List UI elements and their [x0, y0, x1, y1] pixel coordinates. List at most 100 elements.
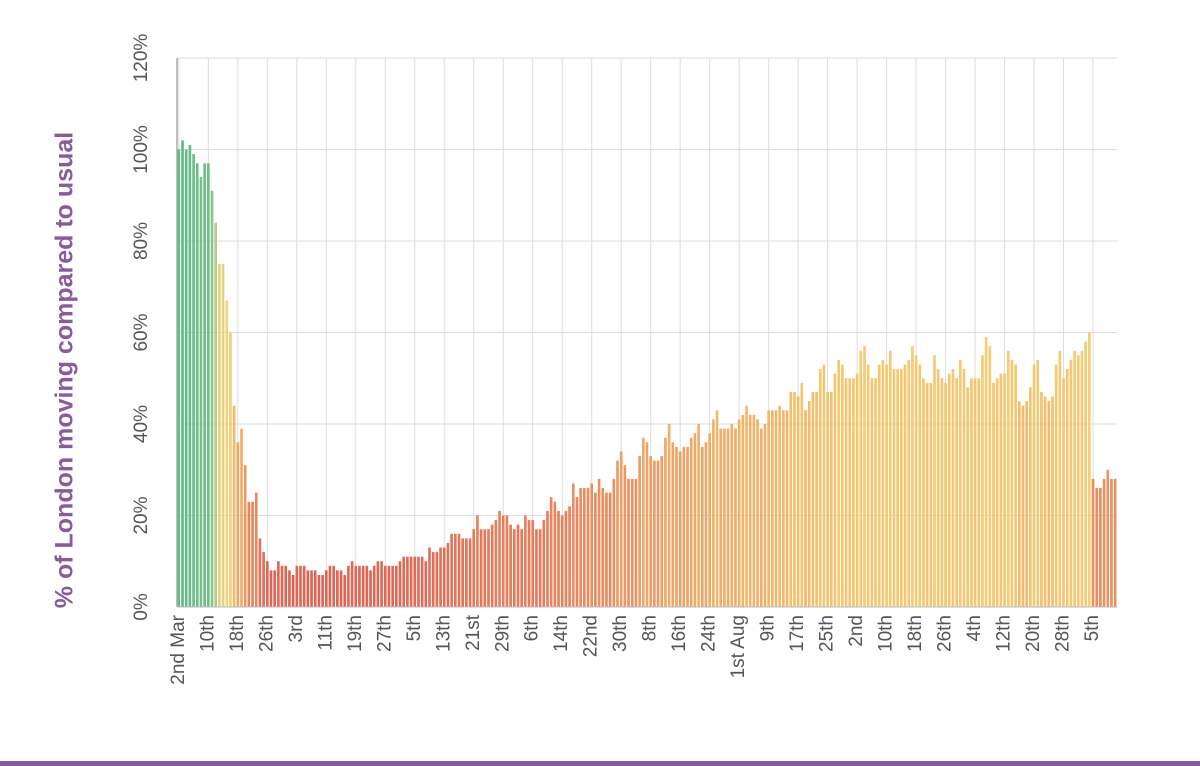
bar [516, 524, 520, 607]
bar [623, 465, 627, 607]
x-tick-label: 1st Aug [728, 615, 749, 678]
bar [594, 492, 597, 607]
bar [664, 437, 667, 607]
bar [841, 364, 844, 607]
bar [365, 565, 369, 607]
bar [442, 547, 446, 607]
x-tick-label: 26th [935, 615, 956, 652]
bar [1088, 332, 1091, 607]
x-tick-label: 16th [669, 615, 690, 652]
bar [546, 510, 549, 607]
x-tick-label: 22nd [581, 615, 602, 657]
bar [763, 424, 767, 607]
bar [896, 369, 899, 607]
bar [1036, 359, 1040, 607]
bar [487, 529, 490, 607]
x-tick-label: 28th [1053, 615, 1074, 652]
bar [494, 520, 498, 607]
bar [892, 369, 896, 607]
bar [866, 364, 870, 607]
bar [520, 529, 523, 607]
bar [811, 391, 815, 607]
y-tick-label: 0% [131, 593, 152, 621]
bar [435, 552, 439, 607]
y-axis-label: % of London moving compared to usual [51, 132, 79, 608]
bar [988, 346, 992, 607]
bar [181, 140, 184, 607]
bar [531, 520, 535, 607]
bar [221, 263, 225, 607]
bar [818, 369, 822, 607]
bar [712, 419, 715, 607]
bar [339, 570, 343, 607]
bar [461, 538, 465, 607]
bar [929, 382, 933, 607]
y-tick-label: 60% [131, 313, 152, 351]
bar [693, 433, 697, 607]
bar [925, 382, 929, 607]
x-tick-label: 10th [197, 615, 218, 652]
bar [1010, 359, 1014, 607]
bar [870, 378, 874, 607]
bar [1062, 378, 1065, 607]
bar [295, 565, 299, 607]
bar [498, 510, 501, 607]
bar [940, 378, 944, 607]
bar [553, 501, 557, 607]
x-tick-label: 17th [787, 615, 808, 652]
bar [1043, 396, 1047, 607]
bar [645, 442, 649, 607]
bar [1058, 350, 1062, 607]
bar [881, 359, 885, 607]
bar [793, 391, 796, 607]
bar [1021, 405, 1025, 607]
bar [439, 547, 442, 607]
bar [752, 414, 756, 607]
bar [675, 446, 678, 607]
bar [1054, 364, 1058, 607]
y-tick-label: 40% [131, 405, 152, 443]
bar [829, 391, 833, 607]
bar [383, 565, 387, 607]
bar [700, 446, 704, 607]
bar [955, 378, 958, 607]
x-tick-label: 5th [1082, 615, 1103, 641]
bar [1091, 478, 1095, 607]
bar [947, 373, 951, 607]
bar [922, 378, 925, 607]
bar [911, 346, 914, 607]
bar [992, 382, 995, 607]
bar [583, 488, 586, 607]
bar [538, 529, 542, 607]
bar [568, 506, 571, 607]
bar [1106, 469, 1110, 607]
bar [524, 515, 527, 607]
bar [815, 391, 818, 607]
bar [900, 369, 903, 607]
bar [745, 405, 748, 607]
x-tick-label: 11th [315, 615, 336, 651]
bar [199, 176, 203, 607]
bar [361, 565, 365, 607]
bar [402, 556, 406, 607]
bar [575, 497, 579, 607]
bar [933, 355, 936, 607]
bar [184, 149, 188, 607]
x-tick-label: 25th [817, 615, 838, 652]
bar [837, 359, 841, 607]
bar [951, 369, 955, 607]
bar [207, 163, 210, 607]
bar [490, 524, 494, 607]
bar [697, 424, 700, 607]
bar [240, 428, 243, 607]
bar [774, 410, 778, 607]
bar [778, 405, 782, 607]
bar [501, 515, 505, 607]
bar [273, 570, 277, 607]
bar [277, 561, 280, 607]
y-tick-label: 20% [131, 496, 152, 534]
bar [391, 565, 394, 607]
x-tick-label: 24th [699, 615, 720, 652]
bar [907, 359, 911, 607]
bar [586, 488, 590, 607]
